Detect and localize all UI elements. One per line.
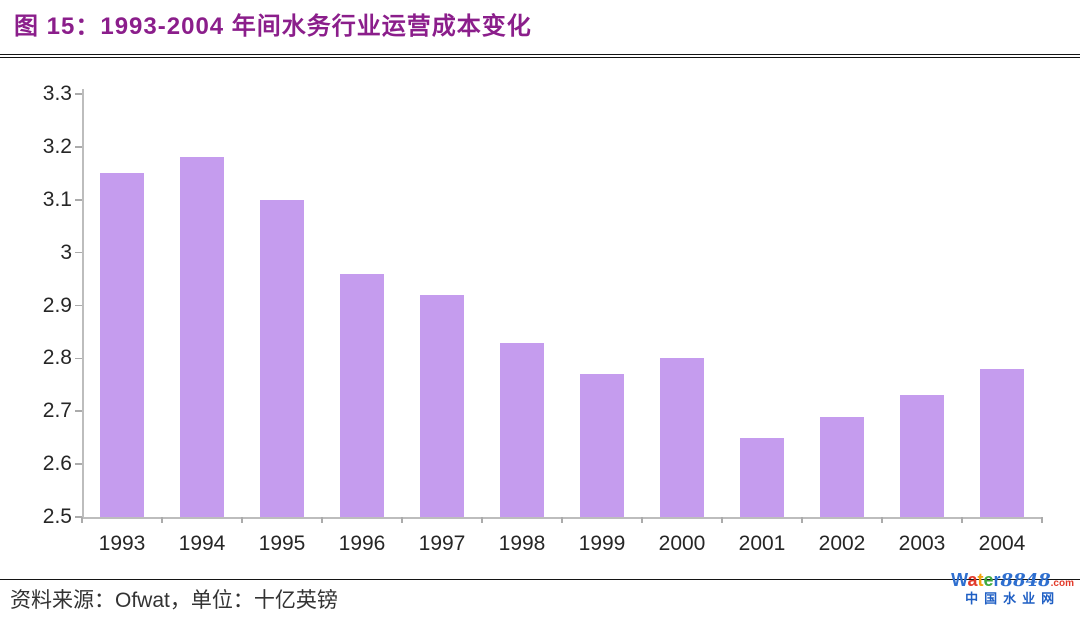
x-axis-tick <box>321 517 323 523</box>
source-note: 资料来源：Ofwat，单位：十亿英镑 <box>10 584 338 614</box>
x-tick-label: 1998 <box>498 532 546 555</box>
y-axis-line <box>82 89 84 517</box>
x-axis-tick <box>241 517 243 523</box>
x-tick-label: 1997 <box>418 532 466 555</box>
bar-1996 <box>340 273 384 517</box>
bar-1995 <box>260 199 304 517</box>
bar-2000 <box>660 358 704 517</box>
x-tick-label: 1996 <box>338 532 386 555</box>
y-axis-tick <box>75 251 82 254</box>
logo-letter: e <box>983 570 994 590</box>
source-name: Ofwat <box>115 589 170 612</box>
source-suffix: ，单位：十亿英镑 <box>169 588 338 612</box>
logo-tld: .com <box>1050 578 1074 589</box>
bar-2003 <box>900 395 944 517</box>
logo-letter: W <box>951 570 968 590</box>
bar-1997 <box>420 294 464 517</box>
x-axis-tick <box>401 517 403 523</box>
x-tick-label: 2003 <box>898 532 946 555</box>
y-tick-label: 2.8 <box>42 346 72 370</box>
y-tick-label: 3.2 <box>42 134 72 158</box>
y-tick-label: 3.3 <box>42 82 72 105</box>
y-axis-tick <box>75 304 82 307</box>
x-tick-label: 2000 <box>658 532 706 555</box>
bar-1999 <box>580 374 624 517</box>
logo-letter: t <box>977 570 984 590</box>
x-tick-label: 2004 <box>978 532 1026 555</box>
x-axis-tick <box>961 517 963 523</box>
x-axis-tick <box>561 517 563 523</box>
x-tick-label: 2001 <box>738 532 786 555</box>
y-axis-tick <box>75 410 82 413</box>
x-axis-tick <box>481 517 483 523</box>
footer-divider <box>0 579 1080 580</box>
y-tick-label: 2.9 <box>42 293 72 317</box>
x-axis-tick <box>81 517 83 523</box>
x-axis-tick <box>881 517 883 523</box>
y-axis-tick <box>75 93 82 95</box>
bar-2001 <box>740 437 784 517</box>
x-tick-label: 1995 <box>258 532 306 555</box>
bar-1993 <box>100 173 144 517</box>
y-tick-label: 2.7 <box>42 399 72 423</box>
x-axis-tick <box>801 517 803 523</box>
logo-word: Water <box>951 570 1000 590</box>
x-axis-tick <box>721 517 723 523</box>
y-tick-label: 2.5 <box>42 505 72 528</box>
title-divider <box>0 54 1080 58</box>
bar-1994 <box>180 157 224 517</box>
logo-subtitle: 中国水业网 <box>965 590 1061 606</box>
source-prefix: 资料来源： <box>10 588 115 612</box>
y-tick-label: 3 <box>60 240 72 264</box>
bar-1998 <box>500 342 544 517</box>
x-axis-tick <box>1041 517 1043 523</box>
x-tick-label: 1993 <box>98 532 146 555</box>
y-tick-label: 3.1 <box>42 187 72 211</box>
y-axis-tick <box>75 357 82 360</box>
x-tick-label: 1994 <box>178 532 226 555</box>
water8848-logo: Water8848.com 中国水业网 <box>951 571 1074 606</box>
figure-title: 图 15：1993-2004 年间水务行业运营成本变化 <box>14 13 532 40</box>
x-tick-label: 2002 <box>818 532 866 555</box>
logo-letter: a <box>967 570 978 590</box>
y-tick-label: 2.6 <box>42 452 72 476</box>
logo-number: 8848 <box>1000 570 1051 591</box>
y-axis-tick <box>75 146 82 148</box>
bar-2004 <box>980 368 1024 517</box>
y-axis-tick <box>75 463 82 465</box>
x-axis-tick <box>641 517 643 523</box>
x-tick-label: 1999 <box>578 532 626 555</box>
logo-wordmark: Water8848.com <box>951 571 1074 591</box>
y-axis-tick <box>75 516 82 518</box>
x-axis-tick <box>161 517 163 523</box>
logo-letter: r <box>993 570 1001 590</box>
bar-2002 <box>820 416 864 517</box>
y-axis-tick <box>75 198 82 201</box>
